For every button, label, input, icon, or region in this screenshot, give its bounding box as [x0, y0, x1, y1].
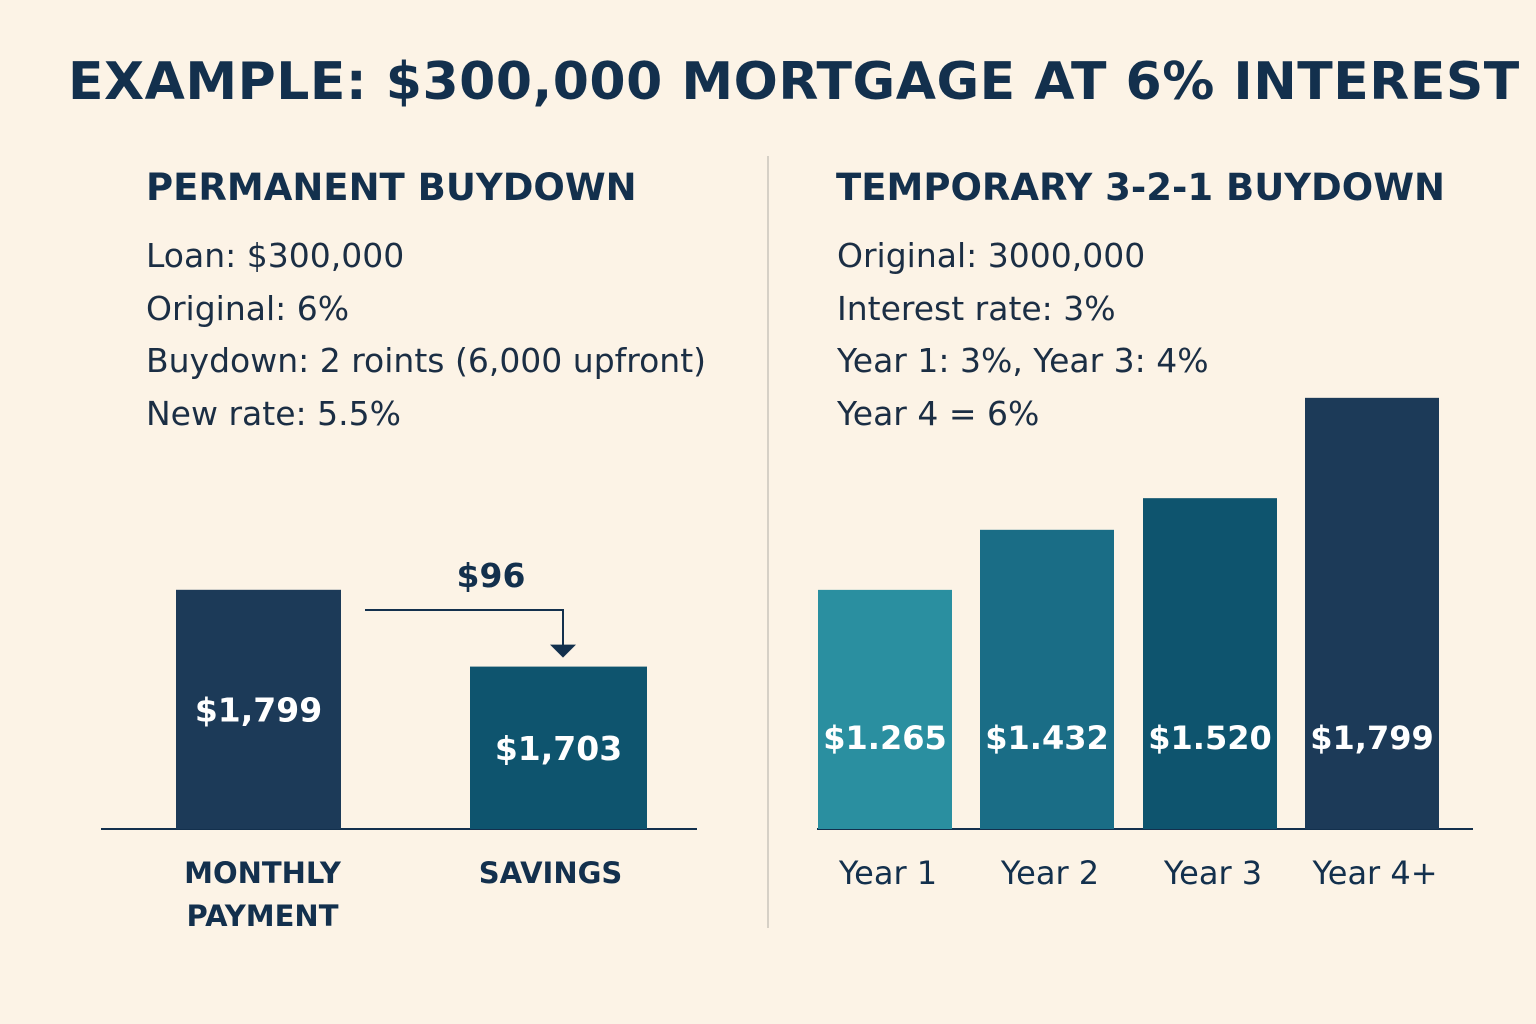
bar-monthly-payment [176, 589, 341, 829]
bar-year-4 [1305, 397, 1439, 829]
permanent-info-buydown: Buydown: 2 roints (6,000 upfront) [146, 341, 707, 380]
bar-year-2 [980, 529, 1114, 829]
bar-year-3 [1143, 498, 1277, 829]
category-label-year-3: Year 3 [1163, 854, 1262, 892]
temporary-info-interest-rate: Interest rate: 3% [837, 289, 1116, 328]
page-title: EXAMPLE: $300,000 MORTGAGE AT 6% INTERES… [68, 52, 1520, 112]
bar-value-label-year-2: $1.432 [985, 719, 1108, 757]
temporary-info-original: Original: 3000,000 [837, 236, 1146, 275]
bar-value-label-savings: $1,703 [495, 729, 622, 768]
permanent-buydown-heading: PERMANENT BUYDOWN [146, 166, 637, 209]
temporary-info-year-4: Year 4 = 6% [837, 394, 1040, 433]
bar-year-1 [818, 589, 952, 829]
bar-value-label-year-4: $1,799 [1310, 719, 1433, 757]
temporary-info-years: Year 1: 3%, Year 3: 4% [837, 341, 1209, 380]
bar-savings [470, 666, 647, 829]
panel-divider [767, 156, 769, 928]
category-label-year-2: Year 2 [1000, 854, 1099, 892]
category-label-monthly-payment-line-1: MONTHLY [184, 856, 342, 890]
temporary-buydown-heading: TEMPORARY 3-2-1 BUYDOWN [836, 166, 1445, 209]
bar-value-label-monthly-payment: $1,799 [195, 690, 322, 729]
savings-amount-label: $96 [457, 556, 526, 595]
category-label-monthly-payment-line-2: PAYMENT [187, 899, 339, 933]
savings-arrow-line [365, 609, 564, 651]
permanent-info-original: Original: 6% [146, 289, 350, 328]
bar-value-label-year-3: $1.520 [1148, 719, 1271, 757]
bar-value-label-year-1: $1.265 [823, 719, 946, 757]
permanent-info-loan: Loan: $300,000 [146, 236, 405, 275]
category-label-year-4: Year 4+ [1311, 854, 1437, 892]
category-label-savings: SAVINGS [479, 856, 623, 890]
category-label-year-1: Year 1 [838, 854, 937, 892]
permanent-info-new-rate: New rate: 5.5% [146, 394, 401, 433]
savings-arrow-head [550, 644, 576, 658]
